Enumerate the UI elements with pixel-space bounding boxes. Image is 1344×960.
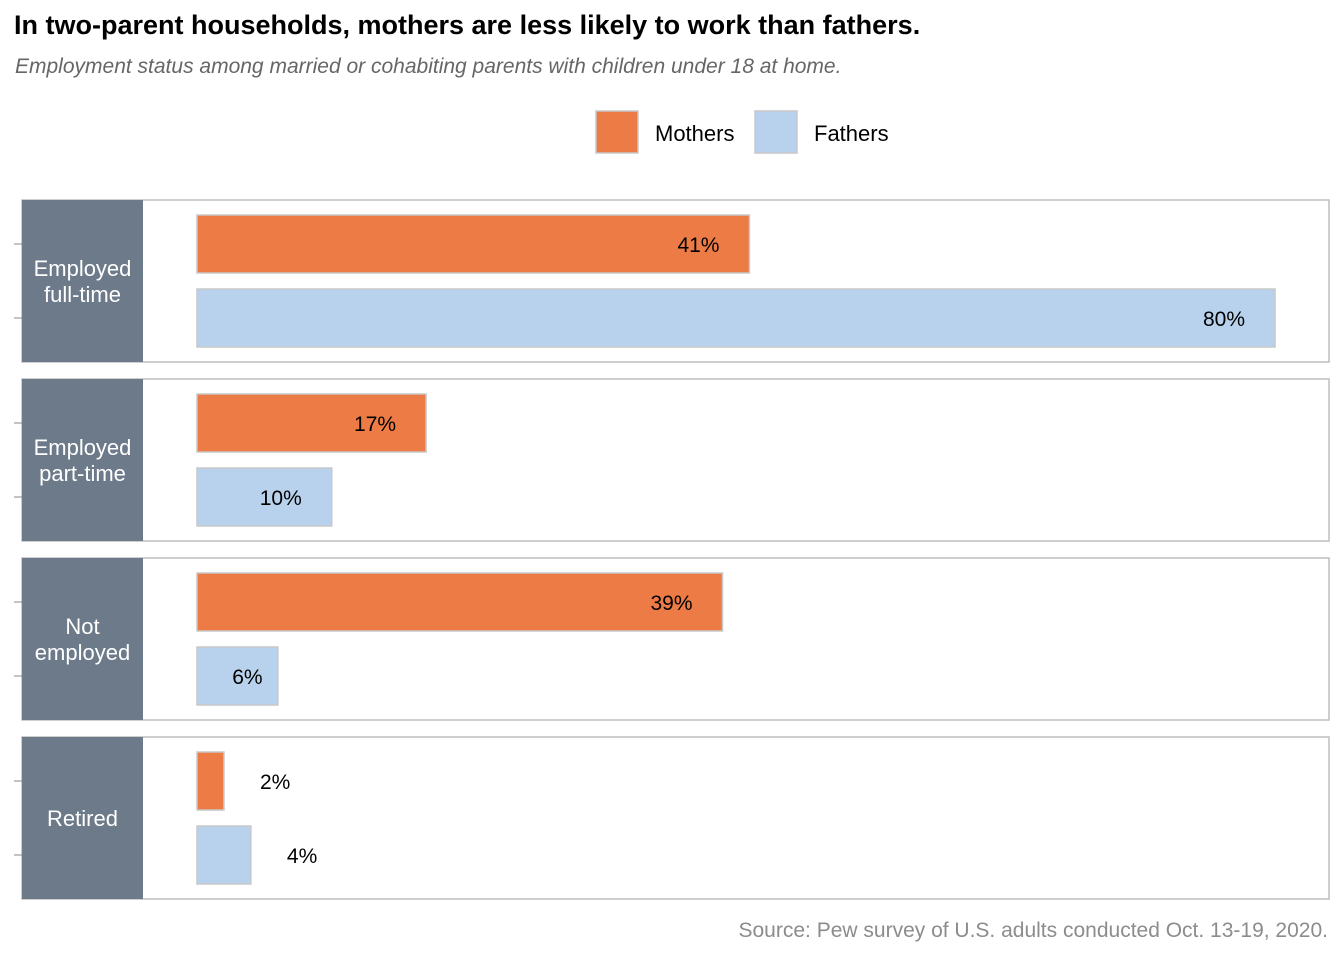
- bar-fathers-not-employed: [196, 646, 279, 706]
- bar-mothers-full-time: [196, 214, 751, 274]
- data-label-fathers-retired: 4%: [287, 845, 317, 868]
- bar-mothers-retired: [196, 751, 225, 811]
- bar-fathers-part-time: [196, 467, 333, 527]
- bar-mothers-not-employed: [196, 572, 724, 632]
- data-label-fathers-part-time: 10%: [260, 487, 302, 510]
- category-label-bg-full-time: [22, 200, 143, 362]
- category-label-full-time: full-time: [44, 282, 121, 307]
- category-label-bg-part-time: [22, 379, 143, 541]
- legend-swatch-fathers: [754, 110, 798, 154]
- chart-subtitle: Employment status among married or cohab…: [15, 55, 842, 78]
- data-label-mothers-full-time: 41%: [677, 234, 719, 257]
- bar-mothers-part-time: [196, 393, 427, 453]
- legend-label-fathers: Fathers: [814, 121, 889, 146]
- data-label-mothers-part-time: 17%: [354, 413, 396, 436]
- category-label-not-employed: employed: [35, 640, 130, 665]
- category-label-retired: Retired: [47, 806, 118, 831]
- category-label-bg-not-employed: [22, 558, 143, 720]
- legend-label-mothers: Mothers: [655, 121, 734, 146]
- bar-fathers-full-time: [196, 288, 1276, 348]
- chart-title: In two-parent households, mothers are le…: [14, 10, 921, 40]
- data-label-fathers-not-employed: 6%: [232, 666, 262, 689]
- category-label-bg-retired: [22, 737, 143, 899]
- data-label-fathers-full-time: 80%: [1203, 308, 1245, 331]
- data-label-mothers-not-employed: 39%: [650, 592, 692, 615]
- source-note: Source: Pew survey of U.S. adults conduc…: [738, 919, 1329, 942]
- legend-swatch-mothers: [595, 110, 639, 154]
- category-label-not-employed: Not: [65, 614, 99, 639]
- data-label-mothers-retired: 2%: [260, 771, 290, 794]
- category-label-part-time: part-time: [39, 461, 126, 486]
- category-label-part-time: Employed: [34, 435, 132, 460]
- category-label-full-time: Employed: [34, 256, 132, 281]
- bar-fathers-retired: [196, 825, 252, 885]
